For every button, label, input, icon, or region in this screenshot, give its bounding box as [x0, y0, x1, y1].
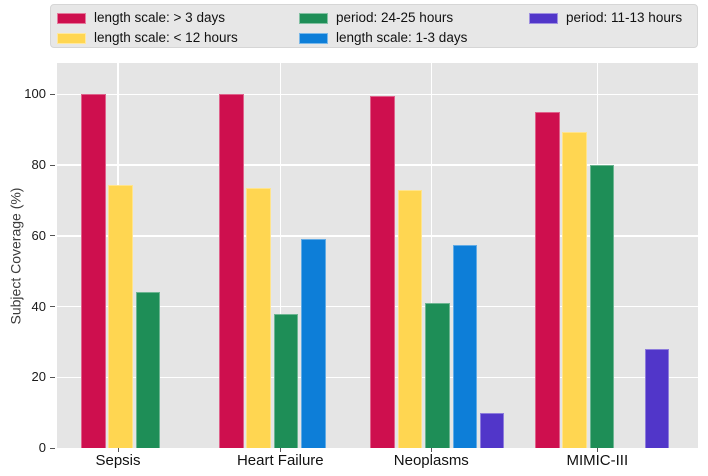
bar-neoplasms-series-0 [370, 96, 395, 448]
bar-heart-failure-series-3 [301, 239, 326, 448]
x-tick-mark [430, 448, 432, 452]
gridline-vertical [279, 63, 282, 448]
legend-label: length scale: > 3 days [94, 10, 225, 25]
bar-neoplasms-series-2 [425, 303, 450, 448]
legend-label: period: 11-13 hours [566, 10, 683, 25]
legend-item: period: 24-25 hours [299, 10, 453, 26]
bar-mimic-iii-series-4 [644, 349, 670, 448]
y-tick-mark [50, 164, 55, 166]
bar-neoplasms-series-4 [479, 412, 505, 448]
y-tick-mark [50, 306, 55, 308]
x-tick-label: Neoplasms [393, 452, 469, 469]
gridline-horizontal [57, 93, 698, 96]
bar-heart-failure-series-2 [273, 313, 299, 448]
legend-swatch [57, 12, 86, 24]
legend-label: length scale: 1-3 days [336, 30, 468, 45]
bar-neoplasms-series-3 [452, 244, 477, 448]
x-tick-label: Heart Failure [236, 452, 324, 469]
y-axis-title-container: Subject Coverage (%) [2, 63, 28, 448]
bar-heart-failure-series-0 [219, 94, 244, 448]
legend-swatch [299, 32, 328, 44]
bar-mimic-iii-series-1 [562, 131, 587, 448]
legend: length scale: > 3 days length scale: < 12… [50, 4, 698, 48]
y-tick-label: 20 [31, 369, 46, 385]
legend-label: period: 24-25 hours [336, 10, 454, 25]
legend-label: length scale: < 12 hours [94, 30, 238, 45]
x-tick-mark [596, 448, 598, 452]
legend-item: length scale: 1-3 days [299, 30, 467, 46]
legend-item: period: 11-13 hours [529, 10, 682, 26]
y-tick-label: 0 [38, 440, 46, 455]
legend-swatch [529, 12, 558, 24]
bar-sepsis-series-1 [108, 184, 133, 448]
y-tick-label: 40 [31, 298, 46, 314]
x-tick-mark [279, 448, 281, 452]
x-tick-label: Sepsis [95, 452, 141, 469]
gridline-vertical [430, 63, 433, 448]
plot-area [57, 63, 698, 448]
bar-neoplasms-series-1 [397, 189, 423, 448]
x-tick-label: MIMIC-III [566, 452, 629, 469]
y-tick-mark [50, 93, 55, 95]
bar-heart-failure-series-1 [246, 188, 271, 448]
legend-swatch [57, 32, 86, 44]
y-tick-mark [50, 235, 55, 237]
y-tick-label: 80 [31, 157, 46, 173]
legend-item: length scale: < 12 hours [57, 30, 238, 46]
legend-item: length scale: > 3 days [57, 10, 225, 26]
y-tick-mark [50, 376, 55, 378]
bar-sepsis-series-2 [135, 292, 161, 448]
bar-mimic-iii-series-2 [589, 165, 615, 448]
legend-swatch [299, 12, 328, 24]
y-tick-mark [50, 447, 55, 449]
y-tick-label: 100 [24, 86, 46, 102]
bar-sepsis-series-0 [81, 94, 106, 448]
bar-mimic-iii-series-0 [535, 112, 560, 448]
x-tick-mark [117, 448, 119, 452]
y-tick-label: 60 [31, 227, 46, 243]
